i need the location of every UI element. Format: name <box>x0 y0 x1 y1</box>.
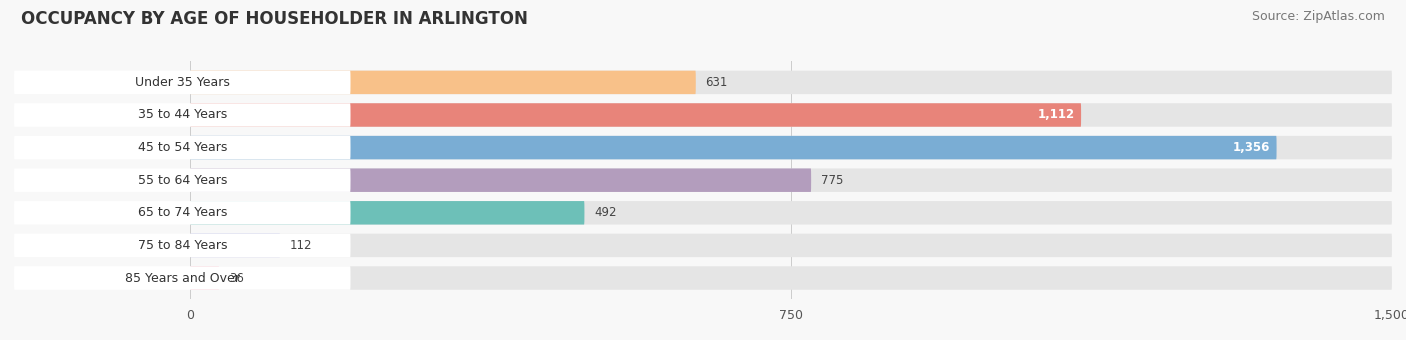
FancyBboxPatch shape <box>14 266 350 290</box>
FancyBboxPatch shape <box>14 234 350 257</box>
Text: 775: 775 <box>821 174 844 187</box>
FancyBboxPatch shape <box>190 201 1392 224</box>
Text: Under 35 Years: Under 35 Years <box>135 76 229 89</box>
FancyBboxPatch shape <box>190 168 811 192</box>
FancyBboxPatch shape <box>14 201 350 224</box>
Text: 36: 36 <box>229 272 243 285</box>
FancyBboxPatch shape <box>190 234 280 257</box>
FancyBboxPatch shape <box>190 266 1392 290</box>
FancyBboxPatch shape <box>190 201 585 224</box>
FancyBboxPatch shape <box>14 168 350 192</box>
FancyBboxPatch shape <box>190 136 1277 159</box>
FancyBboxPatch shape <box>190 266 219 290</box>
FancyBboxPatch shape <box>190 103 1081 127</box>
Text: 492: 492 <box>595 206 617 219</box>
FancyBboxPatch shape <box>190 234 1392 257</box>
FancyBboxPatch shape <box>190 103 1392 127</box>
Text: 55 to 64 Years: 55 to 64 Years <box>138 174 226 187</box>
Text: 631: 631 <box>706 76 728 89</box>
FancyBboxPatch shape <box>190 136 1392 159</box>
Text: 1,112: 1,112 <box>1038 108 1074 121</box>
FancyBboxPatch shape <box>190 71 1392 94</box>
FancyBboxPatch shape <box>14 136 350 159</box>
Text: 45 to 54 Years: 45 to 54 Years <box>138 141 226 154</box>
Text: 112: 112 <box>290 239 312 252</box>
FancyBboxPatch shape <box>190 168 1392 192</box>
Text: 85 Years and Over: 85 Years and Over <box>125 272 240 285</box>
Text: 35 to 44 Years: 35 to 44 Years <box>138 108 226 121</box>
Text: Source: ZipAtlas.com: Source: ZipAtlas.com <box>1251 10 1385 23</box>
Text: 1,356: 1,356 <box>1233 141 1270 154</box>
FancyBboxPatch shape <box>190 71 696 94</box>
FancyBboxPatch shape <box>14 71 350 94</box>
Text: 75 to 84 Years: 75 to 84 Years <box>138 239 226 252</box>
FancyBboxPatch shape <box>14 103 350 127</box>
Text: OCCUPANCY BY AGE OF HOUSEHOLDER IN ARLINGTON: OCCUPANCY BY AGE OF HOUSEHOLDER IN ARLIN… <box>21 10 529 28</box>
Text: 65 to 74 Years: 65 to 74 Years <box>138 206 226 219</box>
